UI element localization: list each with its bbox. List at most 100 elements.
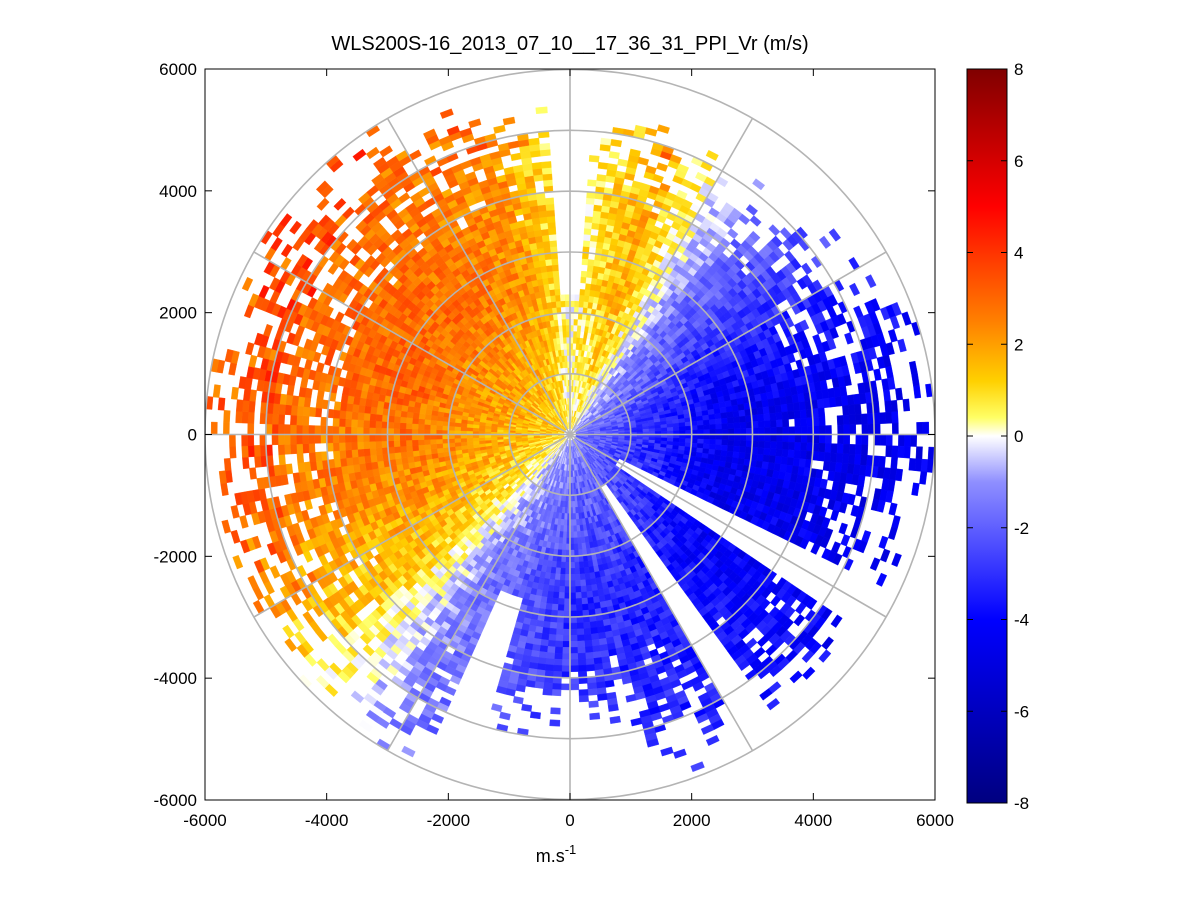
velocity-cell [732, 410, 740, 418]
velocity-cell [672, 437, 680, 443]
velocity-cell [576, 640, 586, 648]
velocity-cell [578, 689, 589, 697]
velocity-cell [607, 163, 618, 172]
velocity-cell [587, 258, 595, 267]
velocity-cell [583, 560, 589, 568]
velocity-cell [576, 622, 584, 630]
velocity-cell [590, 228, 600, 236]
velocity-cell [562, 531, 567, 539]
velocity-cell [569, 622, 578, 630]
velocity-cell [569, 640, 578, 648]
velocity-cell [898, 434, 905, 447]
velocity-cell [770, 434, 778, 442]
velocity-cell [540, 633, 550, 641]
velocity-cell [676, 189, 688, 200]
velocity-cell [757, 420, 765, 429]
velocity-cell [572, 513, 577, 520]
velocity-cell [891, 411, 899, 424]
chart-title: WLS200S-16_2013_07_10__17_36_31_PPI_Vr (… [331, 33, 808, 55]
velocity-cell [550, 707, 561, 715]
velocity-cell [721, 428, 729, 435]
velocity-cell [585, 197, 596, 205]
velocity-cell [854, 454, 862, 466]
velocity-cell [551, 689, 562, 697]
velocity-cell [574, 573, 581, 581]
velocity-cell [776, 441, 784, 450]
velocity-cell [714, 413, 722, 420]
velocity-cell [590, 633, 600, 641]
velocity-cell [739, 440, 747, 448]
velocity-cell [702, 414, 710, 421]
velocity-cell [539, 645, 548, 653]
velocity-cell [654, 427, 662, 432]
velocity-cell [725, 405, 733, 413]
velocity-cell [660, 427, 668, 432]
velocity-cell [769, 412, 777, 421]
velocity-cell [539, 601, 547, 610]
velocity-cell [757, 413, 765, 422]
velocity-cell [597, 693, 608, 701]
velocity-cell [727, 439, 735, 447]
velocity-cell [715, 439, 723, 446]
velocity-cell [581, 603, 589, 611]
velocity-cell [571, 494, 575, 502]
velocity-cell [561, 543, 567, 551]
velocity-cell [708, 444, 716, 451]
velocity-cell [534, 681, 545, 689]
velocity-cell [610, 139, 623, 148]
velocity-cell [563, 604, 571, 612]
velocity-cell [678, 426, 686, 431]
velocity-cell [800, 442, 808, 452]
velocity-cell [817, 451, 826, 462]
velocity-cell [733, 422, 741, 430]
velocity-cell [878, 455, 886, 468]
velocity-cell [696, 443, 704, 449]
velocity-cell [551, 683, 562, 691]
velocity-cell [782, 426, 790, 435]
velocity-cell [583, 633, 592, 642]
velocity-cell [562, 622, 571, 630]
velocity-cell [564, 586, 571, 593]
velocity-cell [836, 415, 844, 426]
velocity-cell [660, 424, 668, 429]
velocity-cell [547, 639, 556, 648]
velocity-cell [770, 427, 778, 435]
velocity-cell [776, 426, 784, 435]
velocity-cell [812, 434, 820, 444]
velocity-cell [587, 179, 597, 187]
velocity-cell [559, 567, 566, 575]
velocity-cell [572, 519, 577, 526]
velocity-cell [737, 403, 745, 412]
velocity-cell [548, 633, 557, 642]
velocity-cell [569, 598, 577, 606]
velocity-cell [721, 444, 729, 452]
velocity-cell [839, 385, 848, 397]
velocity-cell [559, 579, 566, 587]
velocity-cell [705, 149, 719, 161]
velocity-cell [818, 442, 826, 453]
velocity-cell [585, 276, 593, 285]
velocity-cell [775, 411, 783, 421]
velocity-cell [678, 438, 686, 443]
velocity-cell [696, 420, 704, 426]
velocity-cell [630, 429, 638, 433]
velocity-cell [861, 434, 869, 446]
velocity-cell [763, 441, 771, 449]
velocity-cell [629, 148, 641, 158]
velocity-cell [885, 411, 893, 424]
velocity-cell [552, 591, 560, 599]
velocity-cell [908, 458, 917, 471]
velocity-cell [890, 399, 898, 413]
velocity-cell [666, 437, 674, 442]
velocity-cell [574, 567, 581, 575]
velocity-cell [555, 567, 561, 575]
velocity-cell [583, 566, 590, 574]
velocity-cell [787, 449, 795, 459]
velocity-cell [544, 664, 555, 672]
velocity-cell [752, 178, 766, 191]
velocity-cell [555, 634, 564, 642]
velocity-cell [560, 683, 571, 691]
velocity-cell [895, 468, 904, 482]
velocity-cell [540, 639, 549, 647]
